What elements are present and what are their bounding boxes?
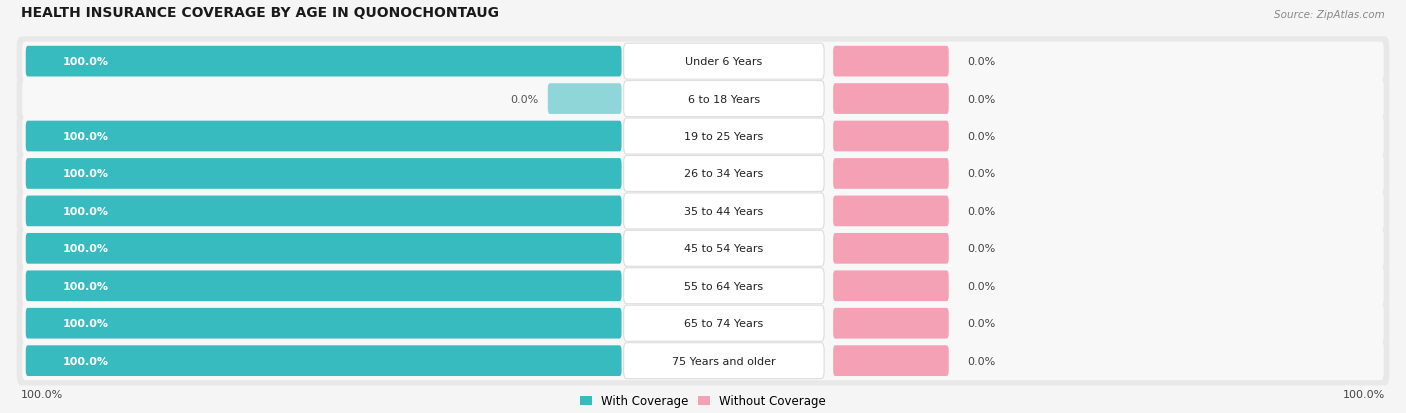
Text: 100.0%: 100.0%: [63, 132, 108, 142]
FancyBboxPatch shape: [834, 84, 949, 115]
FancyBboxPatch shape: [25, 121, 621, 152]
Text: 0.0%: 0.0%: [510, 94, 538, 104]
Text: 100.0%: 100.0%: [63, 318, 108, 328]
Text: 26 to 34 Years: 26 to 34 Years: [685, 169, 763, 179]
Text: 0.0%: 0.0%: [967, 281, 995, 291]
FancyBboxPatch shape: [17, 37, 1389, 87]
FancyBboxPatch shape: [22, 267, 1384, 306]
Text: 0.0%: 0.0%: [967, 244, 995, 254]
Text: 0.0%: 0.0%: [967, 132, 995, 142]
Text: 0.0%: 0.0%: [967, 356, 995, 366]
FancyBboxPatch shape: [22, 80, 1384, 119]
Text: 100.0%: 100.0%: [63, 169, 108, 179]
FancyBboxPatch shape: [17, 150, 1389, 199]
Text: HEALTH INSURANCE COVERAGE BY AGE IN QUONOCHONTAUG: HEALTH INSURANCE COVERAGE BY AGE IN QUON…: [21, 6, 499, 20]
Text: 0.0%: 0.0%: [967, 57, 995, 67]
FancyBboxPatch shape: [22, 117, 1384, 156]
Text: 100.0%: 100.0%: [63, 281, 108, 291]
Text: 0.0%: 0.0%: [967, 206, 995, 216]
FancyBboxPatch shape: [17, 336, 1389, 385]
Text: 100.0%: 100.0%: [63, 356, 108, 366]
FancyBboxPatch shape: [834, 159, 949, 189]
FancyBboxPatch shape: [834, 47, 949, 77]
FancyBboxPatch shape: [834, 345, 949, 376]
FancyBboxPatch shape: [25, 345, 621, 376]
FancyBboxPatch shape: [17, 299, 1389, 348]
FancyBboxPatch shape: [624, 156, 824, 192]
FancyBboxPatch shape: [624, 119, 824, 154]
FancyBboxPatch shape: [834, 233, 949, 264]
FancyBboxPatch shape: [22, 192, 1384, 231]
FancyBboxPatch shape: [25, 159, 621, 189]
FancyBboxPatch shape: [834, 196, 949, 227]
FancyBboxPatch shape: [25, 196, 621, 227]
Text: 0.0%: 0.0%: [967, 169, 995, 179]
FancyBboxPatch shape: [624, 231, 824, 267]
FancyBboxPatch shape: [22, 342, 1384, 380]
Text: 35 to 44 Years: 35 to 44 Years: [685, 206, 763, 216]
Text: 6 to 18 Years: 6 to 18 Years: [688, 94, 761, 104]
FancyBboxPatch shape: [624, 306, 824, 342]
FancyBboxPatch shape: [17, 75, 1389, 124]
FancyBboxPatch shape: [25, 308, 621, 339]
FancyBboxPatch shape: [834, 308, 949, 339]
Text: 0.0%: 0.0%: [967, 94, 995, 104]
Text: 19 to 25 Years: 19 to 25 Years: [685, 132, 763, 142]
Text: 100.0%: 100.0%: [21, 389, 63, 399]
FancyBboxPatch shape: [834, 271, 949, 301]
FancyBboxPatch shape: [624, 193, 824, 229]
Text: 65 to 74 Years: 65 to 74 Years: [685, 318, 763, 328]
Text: 100.0%: 100.0%: [63, 57, 108, 67]
FancyBboxPatch shape: [17, 112, 1389, 161]
Text: Source: ZipAtlas.com: Source: ZipAtlas.com: [1274, 10, 1385, 20]
FancyBboxPatch shape: [17, 224, 1389, 273]
Text: Under 6 Years: Under 6 Years: [685, 57, 762, 67]
FancyBboxPatch shape: [624, 343, 824, 379]
FancyBboxPatch shape: [834, 121, 949, 152]
FancyBboxPatch shape: [25, 233, 621, 264]
Legend: With Coverage, Without Coverage: With Coverage, Without Coverage: [579, 394, 827, 407]
FancyBboxPatch shape: [624, 44, 824, 80]
Text: 75 Years and older: 75 Years and older: [672, 356, 776, 366]
Text: 100.0%: 100.0%: [63, 206, 108, 216]
FancyBboxPatch shape: [624, 81, 824, 117]
FancyBboxPatch shape: [17, 187, 1389, 236]
Text: 100.0%: 100.0%: [1343, 389, 1385, 399]
FancyBboxPatch shape: [22, 43, 1384, 81]
FancyBboxPatch shape: [548, 84, 621, 115]
FancyBboxPatch shape: [17, 261, 1389, 311]
Text: 55 to 64 Years: 55 to 64 Years: [685, 281, 763, 291]
FancyBboxPatch shape: [22, 154, 1384, 193]
FancyBboxPatch shape: [22, 304, 1384, 343]
FancyBboxPatch shape: [22, 229, 1384, 268]
FancyBboxPatch shape: [624, 268, 824, 304]
FancyBboxPatch shape: [25, 271, 621, 301]
Text: 100.0%: 100.0%: [63, 244, 108, 254]
Text: 45 to 54 Years: 45 to 54 Years: [685, 244, 763, 254]
Text: 0.0%: 0.0%: [967, 318, 995, 328]
FancyBboxPatch shape: [25, 47, 621, 77]
